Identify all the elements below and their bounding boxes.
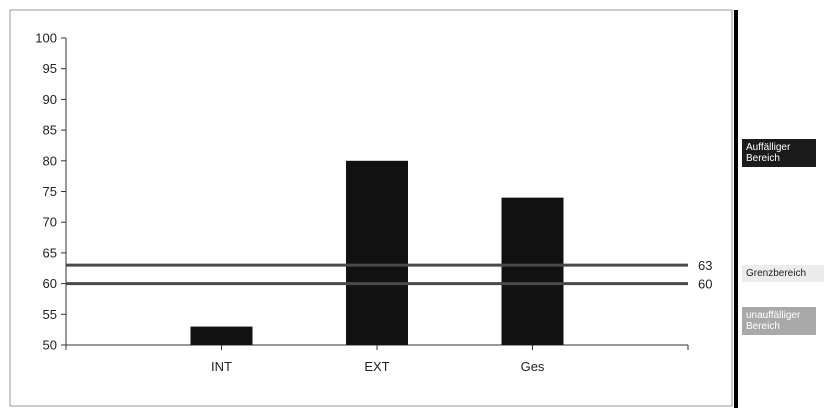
reference-label-60: 60 (698, 277, 712, 292)
y-tick-label-95: 95 (43, 61, 57, 76)
chart-area: 50 55 60 65 70 75 80 85 90 95 100 INT EXT Ges 63 60 (9, 9, 733, 407)
bar-int (190, 326, 253, 345)
legend-divider (734, 10, 738, 408)
y-tick-label-75: 75 (43, 184, 57, 199)
y-tick-label-80: 80 (43, 153, 57, 168)
bars (190, 160, 564, 345)
y-tick-label-85: 85 (43, 123, 57, 138)
bar-ges (501, 197, 564, 345)
legend-auffaellig-bereich: Auffälliger Bereich (742, 139, 816, 167)
reference-label-63: 63 (698, 258, 712, 273)
y-tick-label-60: 60 (43, 276, 57, 291)
y-tick-label-90: 90 (43, 92, 57, 107)
axes: 50 55 60 65 70 75 80 85 90 95 100 INT EXT Ges (35, 31, 689, 374)
x-tick-label-ges: Ges (521, 359, 545, 374)
legend-unauffaelliger-bereich: unauffälliger Bereich (742, 307, 816, 335)
y-tick-label-50: 50 (43, 338, 57, 353)
y-tick-label-55: 55 (43, 307, 57, 322)
y-tick-label-100: 100 (35, 31, 57, 46)
x-tick-label-int: INT (211, 359, 232, 374)
legend-grenzbereich: Grenzbereich (742, 265, 824, 282)
x-tick-label-ext: EXT (364, 359, 389, 374)
bar-ext (346, 160, 408, 345)
y-tick-label-65: 65 (43, 245, 57, 260)
y-tick-label-70: 70 (43, 215, 57, 230)
